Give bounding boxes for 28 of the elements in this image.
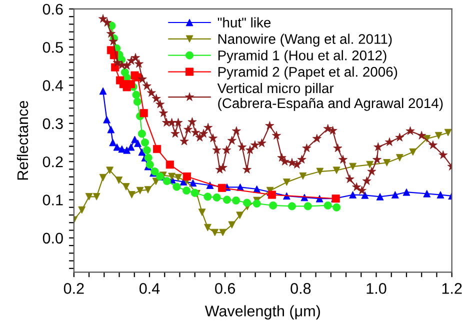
y-tick-label: 0.4 — [42, 80, 64, 91]
y-tick-label: 0.0 — [42, 232, 63, 244]
legend-label: Pyramid 1 (Hou et al. 2012) — [218, 50, 386, 64]
point — [268, 190, 276, 199]
y-tick-label: 0.1 — [42, 194, 63, 206]
point — [366, 160, 374, 168]
y-tick-label: 0.5 — [42, 42, 63, 53]
legend-label: Pyramid 2 (Papet et al. 2006) — [218, 66, 398, 80]
x-axis-title: Wavelength (μm) — [204, 305, 320, 320]
point — [153, 144, 162, 154]
y-tick-label: 0.3 — [42, 118, 63, 130]
point — [218, 184, 226, 192]
x-tick-label: 0.8 — [290, 283, 311, 294]
y-axis-title: Reflectance — [16, 100, 28, 180]
point — [126, 80, 136, 88]
legend-label: "hut" like — [218, 17, 271, 28]
x-tick-label: 1.2 — [442, 283, 462, 294]
point — [434, 132, 442, 140]
legend-label: Nanowire (Wang et al. 2011) — [218, 34, 392, 47]
y-tick-label: 0.2 — [42, 156, 63, 168]
x-tick-label: 0.2 — [64, 283, 84, 294]
point — [211, 228, 219, 236]
y-tick-label: 0.6 — [42, 4, 63, 15]
legend-label: Vertical micro pillar (Cabrera-España and Agrawal 2014) — [217, 82, 443, 111]
point — [391, 191, 399, 198]
x-tick-label: 0.4 — [139, 283, 160, 294]
x-tick-label: 1.0 — [366, 283, 386, 294]
x-tick-label: 0.6 — [215, 283, 236, 294]
